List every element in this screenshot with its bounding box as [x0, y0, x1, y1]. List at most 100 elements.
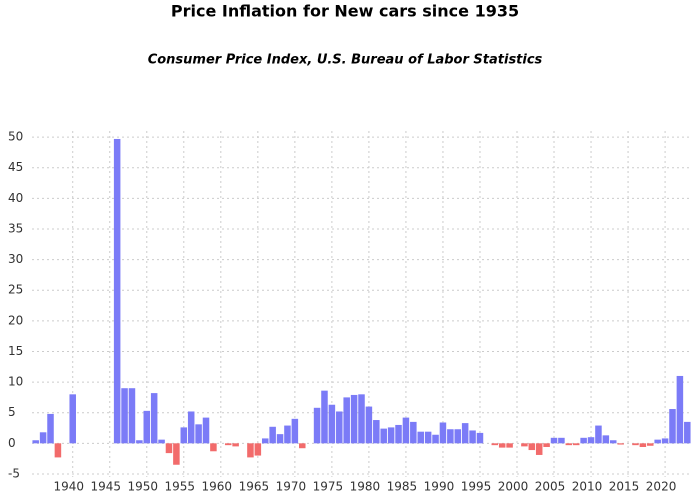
bar	[261, 438, 269, 444]
bar	[69, 394, 76, 444]
bar	[299, 443, 306, 449]
y-tick-label: 50	[8, 130, 23, 144]
y-tick-label: 0	[8, 436, 16, 450]
y-tick-label: 35	[8, 221, 23, 235]
chart-title: Price Inflation for New cars since 1935	[171, 2, 519, 21]
y-tick-label: 40	[8, 191, 23, 205]
bar	[676, 375, 684, 444]
x-tick-label: 1980	[350, 480, 381, 494]
bar	[447, 429, 454, 444]
y-tick-label: 45	[8, 160, 23, 174]
x-tick-label: 1975	[313, 480, 344, 494]
bar	[210, 443, 217, 452]
bar	[39, 432, 47, 444]
bar	[498, 443, 506, 448]
bar	[410, 421, 417, 444]
bar	[328, 404, 336, 444]
bar	[232, 443, 239, 447]
bar	[684, 421, 691, 444]
bar	[439, 422, 447, 444]
bar	[387, 427, 395, 444]
bar	[402, 417, 410, 444]
bar	[632, 443, 639, 446]
bar	[595, 425, 602, 444]
x-tick-label: 1995	[461, 480, 492, 494]
x-tick-label: 1960	[202, 480, 233, 494]
bar	[572, 443, 580, 446]
bar	[587, 437, 595, 444]
bar	[254, 443, 262, 456]
bar	[580, 437, 587, 444]
bar	[380, 428, 387, 444]
bar	[461, 423, 469, 444]
bar	[639, 443, 647, 447]
bar	[165, 443, 173, 454]
bar	[143, 410, 151, 444]
bar	[661, 438, 669, 444]
x-tick-label: 1970	[276, 480, 307, 494]
x-tick-label: 1990	[424, 480, 455, 494]
bar	[654, 439, 661, 444]
bar	[128, 388, 136, 444]
bar	[491, 443, 499, 446]
bar	[321, 390, 328, 444]
bar	[158, 439, 165, 444]
bar	[424, 431, 432, 444]
x-tick-label: 2015	[609, 480, 640, 494]
bar	[543, 443, 550, 447]
bar	[558, 437, 565, 444]
bar	[47, 413, 54, 444]
x-tick-label: 1945	[90, 480, 121, 494]
y-tick-label: -5	[8, 466, 20, 480]
bar	[313, 407, 321, 444]
bar	[669, 409, 676, 444]
bar	[150, 393, 158, 444]
bar	[506, 443, 513, 448]
bar	[432, 434, 439, 444]
bar	[565, 443, 573, 446]
bar	[113, 138, 121, 444]
bar	[395, 424, 402, 444]
bar	[291, 418, 299, 444]
x-tick-label: 1955	[165, 480, 196, 494]
x-tick-label: 2020	[646, 480, 677, 494]
bar	[136, 440, 143, 444]
x-tick-label: 1965	[239, 480, 270, 494]
y-tick-label: 25	[8, 283, 23, 297]
y-tick-label: 10	[8, 375, 23, 389]
x-tick-label: 2010	[572, 480, 603, 494]
bar	[224, 443, 232, 446]
bar	[609, 440, 617, 444]
bar	[373, 420, 380, 444]
bar	[269, 426, 276, 444]
bar	[476, 432, 484, 444]
bar	[365, 406, 373, 444]
y-tick-label: 5	[8, 405, 16, 419]
bar	[454, 429, 462, 444]
bar	[469, 430, 476, 444]
bar	[535, 443, 543, 455]
bar	[358, 394, 365, 444]
bar	[187, 411, 195, 444]
bar	[350, 394, 358, 444]
chart-subtitle: Consumer Price Index, U.S. Bureau of Lab…	[148, 53, 543, 68]
bar	[121, 388, 128, 444]
bar	[276, 434, 284, 444]
x-tick-label: 1940	[53, 480, 84, 494]
bar	[247, 443, 254, 458]
bar	[336, 411, 343, 444]
bar	[32, 440, 39, 444]
bar	[550, 437, 558, 444]
x-tick-label: 1950	[127, 480, 158, 494]
bar	[173, 443, 180, 465]
bar	[180, 427, 188, 444]
bar	[195, 424, 202, 444]
bar	[521, 443, 528, 447]
bar	[647, 443, 654, 446]
y-tick-label: 20	[8, 313, 23, 327]
bar	[343, 397, 350, 444]
bar	[202, 417, 210, 444]
bar	[602, 435, 610, 444]
x-tick-label: 2005	[535, 480, 566, 494]
